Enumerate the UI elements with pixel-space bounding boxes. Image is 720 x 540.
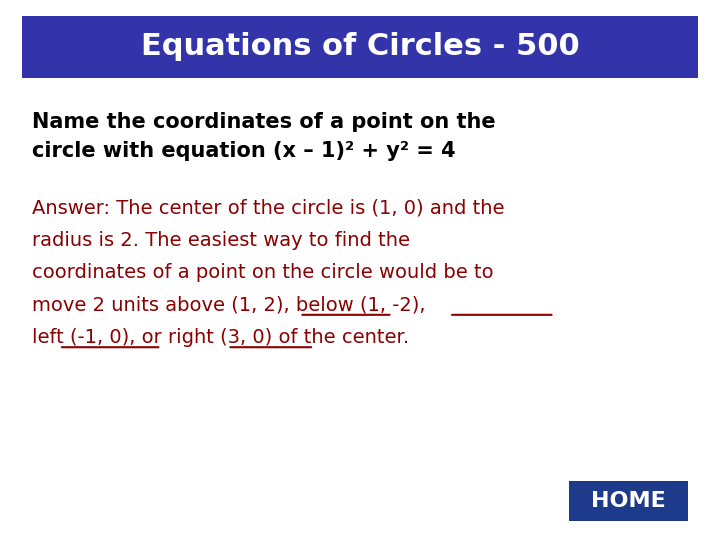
FancyBboxPatch shape bbox=[569, 481, 688, 521]
Text: left (-1, 0), or right (3, 0) of the center.: left (-1, 0), or right (3, 0) of the cen… bbox=[32, 328, 410, 347]
Text: HOME: HOME bbox=[591, 490, 666, 511]
Text: move 2 units above (1, 2), below (1, -2),: move 2 units above (1, 2), below (1, -2)… bbox=[32, 295, 426, 315]
Text: radius is 2. The easiest way to find the: radius is 2. The easiest way to find the bbox=[32, 231, 410, 250]
Text: coordinates of a point on the circle would be to: coordinates of a point on the circle wou… bbox=[32, 263, 494, 282]
FancyBboxPatch shape bbox=[22, 16, 698, 78]
Text: Answer: The center of the circle is (1, 0) and the: Answer: The center of the circle is (1, … bbox=[32, 198, 505, 218]
Text: circle with equation (x – 1)² + y² = 4: circle with equation (x – 1)² + y² = 4 bbox=[32, 141, 456, 161]
Text: Equations of Circles - 500: Equations of Circles - 500 bbox=[140, 32, 580, 62]
Text: Name the coordinates of a point on the: Name the coordinates of a point on the bbox=[32, 111, 496, 132]
